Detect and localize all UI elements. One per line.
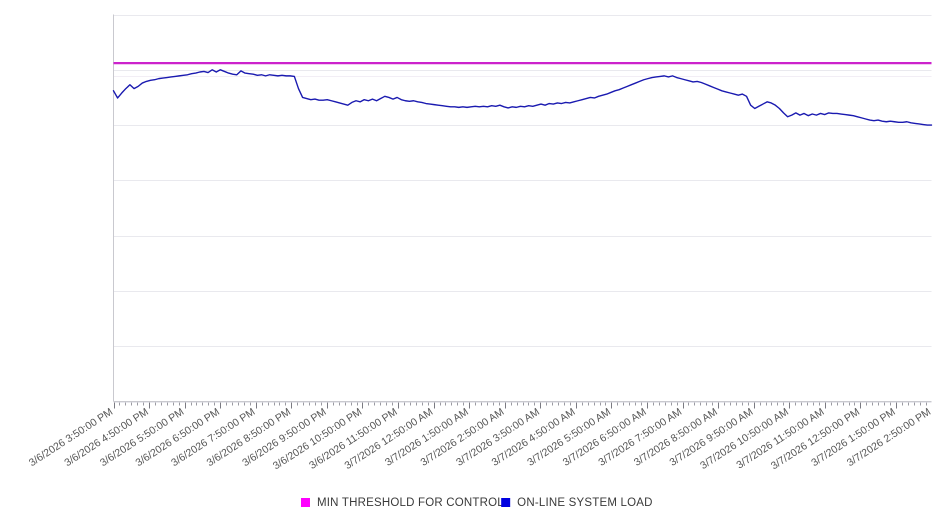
- legend-color-swatch: [501, 498, 511, 507]
- x-axis-labels-group: 3/6/2026 3:50:00 PM3/6/2026 4:50:00 PM3/…: [27, 406, 933, 472]
- axes-group: [113, 14, 932, 402]
- legend-item-label: MIN THRESHOLD FOR CONTROL: [317, 497, 504, 509]
- legend-color-swatch: [300, 498, 310, 507]
- chart-legend: MIN THRESHOLD FOR CONTROL ON-LINE SYSTEM …: [300, 497, 652, 509]
- series-line-system-load: [112, 69, 933, 126]
- series-group: [112, 62, 933, 126]
- gridlines-group: [113, 15, 932, 403]
- legend-item-label: ON-LINE SYSTEM LOAD: [517, 497, 652, 509]
- x-axis-ticks-group: [114, 402, 927, 409]
